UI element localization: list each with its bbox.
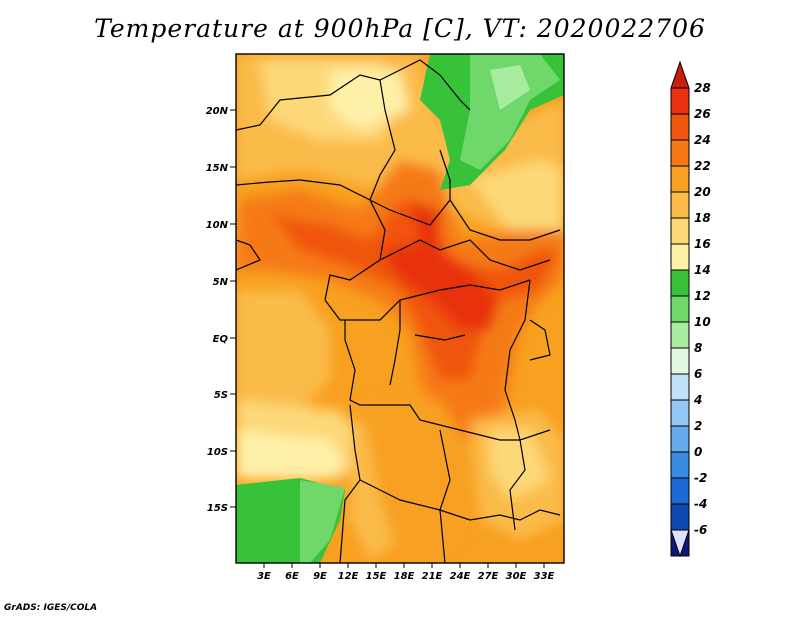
lat-tick-15N: 15N xyxy=(206,163,236,174)
lat-label-10N: 10N xyxy=(206,220,229,231)
lon-tick-18E: 18E xyxy=(394,563,415,582)
colorbar-swatch xyxy=(670,321,690,349)
lon-tick-24E: 24E xyxy=(450,563,471,582)
lon-label-33E: 33E xyxy=(534,571,555,582)
colorbar-label: -4 xyxy=(694,497,707,511)
temperature-field xyxy=(236,54,564,563)
lon-tick-6E: 6E xyxy=(285,563,299,582)
colorbar-swatch xyxy=(670,139,690,167)
colorbar-label: 16 xyxy=(694,237,711,251)
lon-label-24E: 24E xyxy=(450,571,471,582)
lon-tick-21E: 21E xyxy=(422,563,443,582)
colorbar-label: 0 xyxy=(694,445,702,459)
colorbar-swatch xyxy=(670,373,690,401)
lon-label-27E: 27E xyxy=(478,571,499,582)
lon-label-30E: 30E xyxy=(506,571,527,582)
colorbar-swatch xyxy=(670,399,690,427)
colorbar-label: 28 xyxy=(694,81,711,95)
latitude-axis: 20N 15N 10N 5N EQ 5S 10S 15S xyxy=(206,106,236,514)
lon-label-6E: 6E xyxy=(285,571,299,582)
colorbar-label: -2 xyxy=(694,471,707,485)
colorbar-bottom-arrow xyxy=(670,529,690,558)
colorbar-swatch xyxy=(670,165,690,193)
lat-label-5N: 5N xyxy=(213,277,229,288)
colorbar-swatch xyxy=(670,269,690,297)
colorbar-swatch xyxy=(670,87,690,115)
colorbar-label: 2 xyxy=(694,419,702,433)
lat-tick-EQ: EQ xyxy=(213,334,236,345)
colorbar-label: 8 xyxy=(694,341,702,355)
colorbar-label: 24 xyxy=(694,133,711,147)
lat-label-15S: 15S xyxy=(207,503,228,514)
colorbar-label: 18 xyxy=(694,211,711,225)
lon-tick-27E: 27E xyxy=(478,563,499,582)
colorbar-label: 26 xyxy=(694,107,711,121)
lon-tick-3E: 3E xyxy=(257,563,271,582)
lat-label-20N: 20N xyxy=(206,106,229,117)
lat-tick-20N: 20N xyxy=(206,106,236,117)
colorbar-label: 12 xyxy=(694,289,711,303)
lat-label-EQ: EQ xyxy=(213,334,229,345)
colorbar-swatch xyxy=(670,425,690,453)
map-frame xyxy=(235,53,565,564)
colorbar-label: 6 xyxy=(694,367,702,381)
lon-tick-33E: 33E xyxy=(534,563,555,582)
colorbar-swatch xyxy=(670,347,690,375)
lat-tick-5S: 5S xyxy=(214,390,236,401)
lon-tick-9E: 9E xyxy=(313,563,327,582)
lat-tick-10N: 10N xyxy=(206,220,236,231)
colorbar-swatch xyxy=(670,503,690,531)
lat-tick-5N: 5N xyxy=(213,277,236,288)
map-title: Temperature at 900hPa [C], VT: 202002270… xyxy=(94,14,706,43)
lon-label-12E: 12E xyxy=(338,571,359,582)
colorbar-label: 20 xyxy=(694,185,711,199)
lon-tick-12E: 12E xyxy=(338,563,359,582)
colorbar-swatch xyxy=(670,243,690,271)
grads-credit: GrADS: IGES/COLA xyxy=(4,603,98,613)
lat-tick-15S: 15S xyxy=(207,503,236,514)
colorbar-label: 22 xyxy=(694,159,711,173)
lat-label-15N: 15N xyxy=(206,163,229,174)
colorbar-swatch xyxy=(670,191,690,219)
lon-tick-30E: 30E xyxy=(506,563,527,582)
lon-tick-15E: 15E xyxy=(366,563,387,582)
lat-label-5S: 5S xyxy=(214,390,228,401)
lat-label-10S: 10S xyxy=(207,447,228,458)
lon-label-18E: 18E xyxy=(394,571,415,582)
colorbar-swatch xyxy=(670,295,690,323)
colorbar-label: 14 xyxy=(694,263,711,277)
colorbar-label: 4 xyxy=(693,393,702,407)
colorbar-swatch xyxy=(670,217,690,245)
lon-label-21E: 21E xyxy=(422,571,443,582)
lat-tick-10S: 10S xyxy=(207,447,236,458)
colorbar-swatch xyxy=(670,477,690,505)
lon-label-15E: 15E xyxy=(366,571,387,582)
colorbar-label: 10 xyxy=(694,315,711,329)
colorbar-label: -6 xyxy=(694,523,707,537)
colorbar-swatch xyxy=(670,451,690,479)
colorbar-swatch xyxy=(670,113,690,141)
lon-label-9E: 9E xyxy=(313,571,327,582)
colorbar-top-arrow xyxy=(670,60,690,89)
longitude-axis: 3E 6E 9E 12E 15E 18E 21E 24E 27E 30E 33E xyxy=(257,563,555,582)
lon-label-3E: 3E xyxy=(257,571,271,582)
